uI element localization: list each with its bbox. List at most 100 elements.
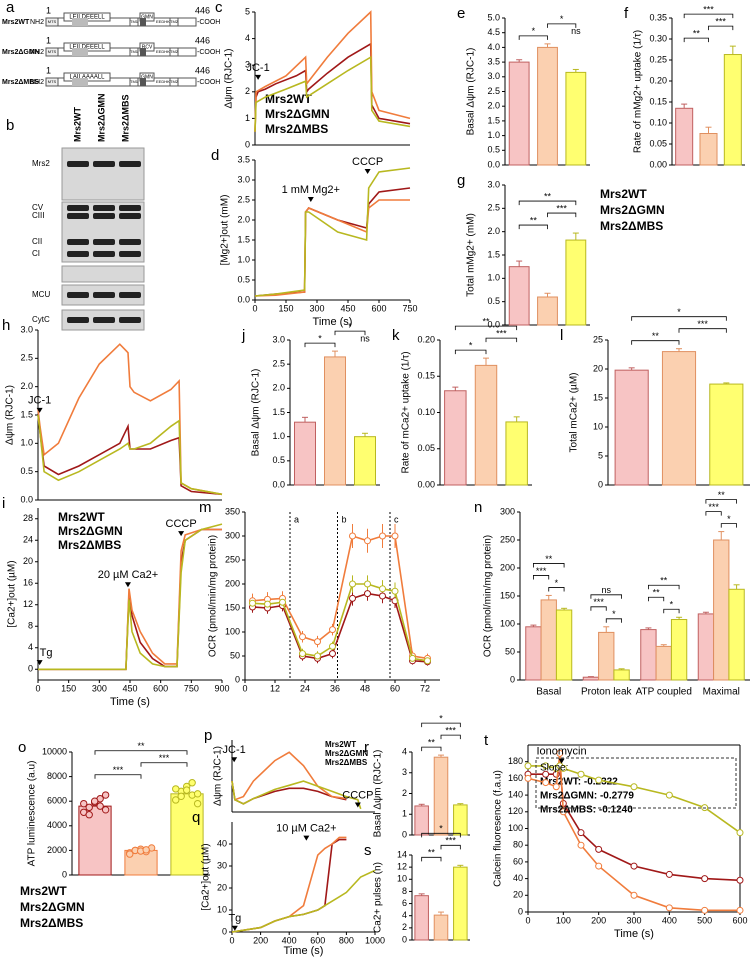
y-tick-label: 100	[225, 626, 240, 636]
dark-box	[140, 48, 146, 56]
y-tick-label: 2.0	[487, 101, 500, 111]
y-tick-label: 10000	[42, 746, 67, 756]
bar	[675, 107, 694, 166]
significance: *	[348, 321, 352, 331]
y-tick-label: 40	[217, 838, 227, 848]
band	[67, 251, 89, 257]
bracket	[548, 587, 565, 592]
bracket	[590, 594, 622, 599]
data-point	[193, 799, 202, 808]
tm1: TM1	[130, 19, 139, 24]
x-axis-label: Time (s)	[313, 316, 353, 328]
y-tick-label: 0	[62, 869, 67, 879]
significance: *	[612, 609, 616, 619]
bracket	[708, 25, 734, 31]
y-tick-label: 8	[28, 621, 33, 631]
arrow	[303, 835, 310, 841]
y-tick-label: 250	[225, 554, 240, 564]
bar	[670, 619, 688, 681]
construct-name: Mrs2ΔMBS	[2, 79, 39, 86]
bracket	[631, 340, 680, 345]
panel-letter: o	[18, 739, 26, 756]
x-tick-label: 72	[420, 683, 430, 693]
blot-strip	[61, 265, 145, 283]
y-axis-label: Calcein fluoresence (f.a.u)	[493, 770, 504, 887]
data-point	[264, 600, 271, 608]
y-tick-label: 0	[222, 926, 227, 936]
arrow	[364, 169, 371, 174]
y-tick-label: 1	[245, 113, 250, 123]
x-tick-label: 48	[360, 683, 370, 693]
x-tick-label: 750	[184, 683, 199, 693]
significance: ***	[159, 753, 170, 763]
x-tick-label: Proton leak	[581, 687, 633, 698]
legend-entry: Mrs2WT	[325, 740, 356, 749]
data-point	[314, 638, 321, 646]
mts-box	[45, 77, 59, 87]
arrow	[36, 407, 43, 413]
significance: *	[677, 307, 681, 317]
trace	[38, 523, 223, 671]
data-point	[299, 650, 306, 658]
annotation: Ionomycin	[536, 746, 586, 758]
nh2: NH2	[30, 19, 44, 26]
panel-letter: j	[241, 327, 245, 344]
x-tick-label: Maximal	[703, 687, 740, 698]
y-tick-label: 3.5	[487, 56, 500, 66]
y-tick-label: 3	[402, 767, 407, 777]
y-tick-label: 0.10	[649, 117, 667, 127]
bracket	[590, 606, 607, 611]
trace	[231, 838, 347, 933]
legend-entry: Mrs2ΔMBS	[265, 122, 328, 136]
legend-entry: Mrs2ΔGMN	[20, 900, 85, 914]
bar	[78, 805, 112, 876]
arrow	[558, 758, 565, 764]
band	[119, 205, 141, 211]
band	[67, 239, 89, 245]
start-label: 1	[46, 5, 51, 15]
bar	[613, 669, 630, 681]
bracket	[663, 608, 680, 614]
data-point	[329, 642, 336, 650]
significance: ***	[496, 329, 507, 339]
bracket	[304, 342, 336, 348]
y-tick-label: 4.0	[487, 42, 500, 52]
band	[67, 205, 89, 211]
mts-box	[45, 47, 59, 57]
y-axis-label: Δψm (RJC-1)	[213, 746, 224, 806]
data-point	[595, 776, 603, 784]
arrow	[36, 660, 43, 666]
data-point	[101, 791, 110, 799]
y-tick-label: 20	[593, 363, 603, 373]
bracket	[94, 750, 188, 755]
gmn: GMN	[141, 74, 153, 80]
event-label: c	[394, 514, 399, 524]
legend-entry: Mrs2ΔGMN	[58, 524, 123, 538]
bracket	[485, 337, 518, 343]
data-point	[142, 846, 150, 854]
data-point	[172, 796, 180, 804]
data-point	[559, 764, 567, 772]
bracket	[547, 23, 577, 28]
band-label: CV	[32, 203, 44, 212]
panel-letter: p	[204, 727, 212, 744]
bar	[414, 805, 429, 836]
start-label: 1	[46, 35, 51, 45]
x-tick-label: 0	[242, 683, 247, 693]
bracket	[518, 35, 548, 40]
y-axis-label: Δψm (RJC-1)	[5, 385, 16, 445]
panel-letter: i	[2, 495, 5, 512]
band	[93, 161, 115, 167]
significance: **	[530, 215, 538, 225]
arrow	[231, 757, 238, 763]
y-tick-label: 20	[513, 890, 523, 900]
data-point	[193, 790, 202, 798]
legend-entry: Mrs2ΔMBS: -0.1240	[540, 805, 633, 816]
band	[119, 239, 141, 245]
arrow	[124, 582, 131, 588]
end-label: 446	[195, 35, 210, 45]
x-tick-label: 24	[300, 683, 310, 693]
y-tick-label: 10	[397, 874, 407, 884]
bracket	[533, 563, 565, 568]
legend-entry: Mrs2WT	[58, 510, 105, 524]
